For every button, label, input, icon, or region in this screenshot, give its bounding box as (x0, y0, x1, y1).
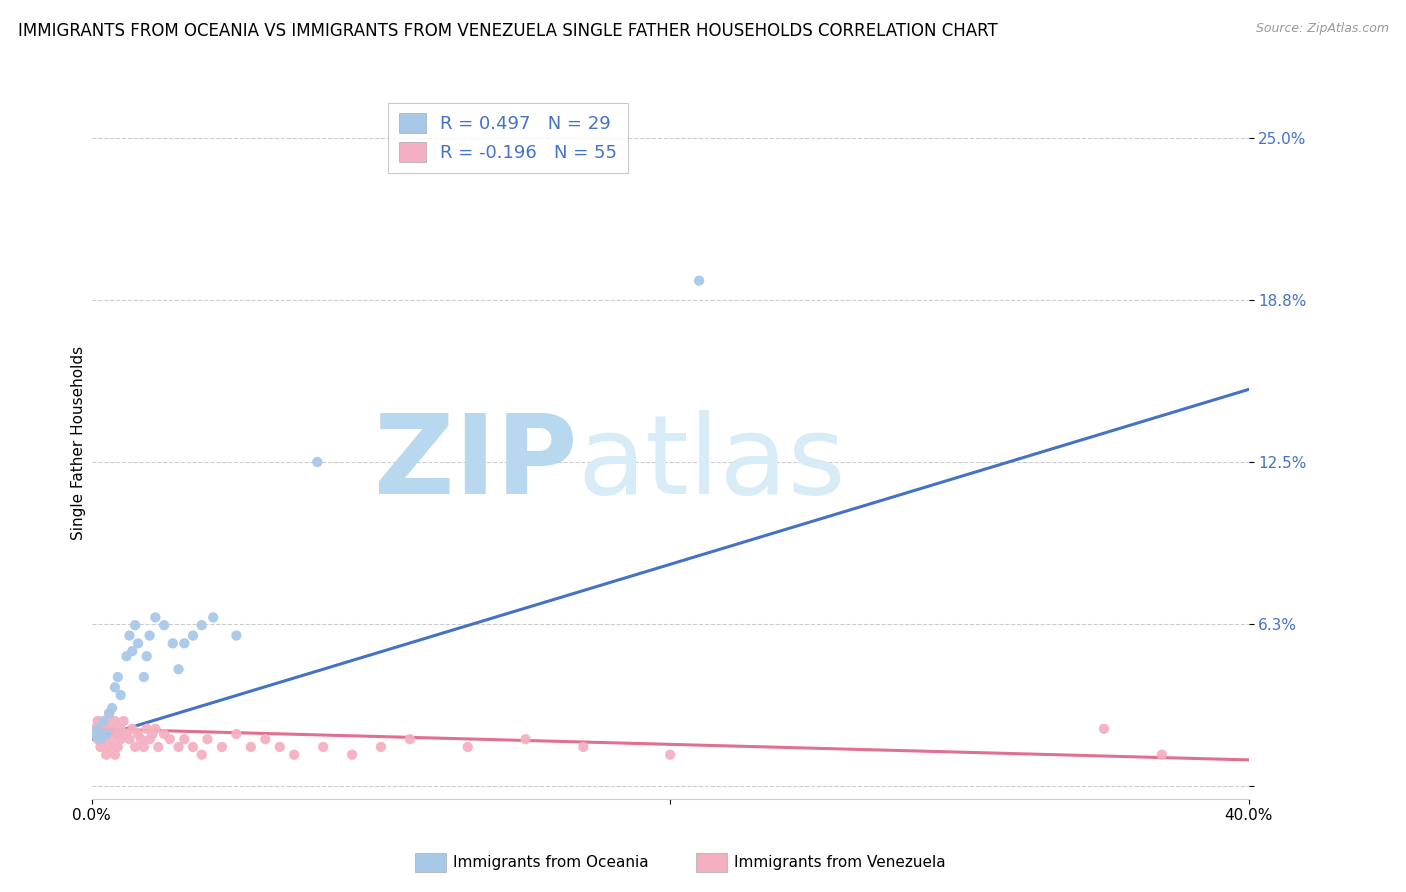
Point (148, 739, 170, 754)
Point (153, 618, 176, 632)
Point (1150, 747, 1173, 762)
Point (110, 688, 132, 702)
Point (132, 739, 155, 754)
Point (1092, 722, 1115, 736)
Point (181, 629, 204, 643)
Point (118, 732, 141, 747)
Point (190, 618, 212, 632)
Point (211, 739, 233, 754)
Point (399, 732, 422, 747)
Point (457, 739, 479, 754)
Point (124, 739, 146, 754)
Point (129, 732, 152, 747)
Point (121, 644, 143, 658)
Point (127, 727, 149, 741)
Point (86, 732, 108, 747)
Point (173, 636, 195, 650)
Point (167, 662, 190, 676)
Point (104, 747, 127, 762)
Point (190, 747, 212, 762)
Point (89, 732, 111, 747)
Point (515, 732, 537, 747)
Point (572, 739, 595, 754)
Point (307, 455, 329, 469)
Point (96, 727, 118, 741)
Point (86, 714, 108, 728)
Point (141, 727, 163, 741)
Point (181, 739, 204, 754)
Point (83, 722, 105, 736)
Point (312, 739, 335, 754)
Point (254, 732, 277, 747)
Point (145, 610, 167, 624)
Point (202, 610, 225, 624)
Point (159, 732, 181, 747)
Point (197, 732, 219, 747)
Point (145, 722, 167, 736)
Point (283, 747, 305, 762)
Text: ZIP: ZIP (374, 410, 578, 517)
Point (225, 629, 247, 643)
Point (107, 739, 129, 754)
Point (83, 727, 105, 741)
Point (153, 727, 176, 741)
Legend: R = 0.497   N = 29, R = -0.196   N = 55: R = 0.497 N = 29, R = -0.196 N = 55 (388, 103, 628, 173)
Point (93, 714, 115, 728)
Point (659, 747, 682, 762)
Point (89, 727, 111, 741)
Point (124, 618, 146, 632)
Point (104, 714, 127, 728)
Point (121, 722, 143, 736)
Point (110, 732, 132, 747)
Point (138, 732, 160, 747)
Point (135, 722, 157, 736)
Point (115, 649, 138, 664)
Point (132, 670, 155, 684)
Point (688, 274, 710, 288)
Point (167, 739, 190, 754)
Point (370, 739, 392, 754)
Text: Source: ZipAtlas.com: Source: ZipAtlas.com (1256, 22, 1389, 36)
Point (104, 681, 127, 695)
Point (107, 670, 129, 684)
Point (138, 629, 160, 643)
Point (340, 747, 363, 762)
Point (98, 739, 121, 754)
Point (98, 706, 121, 721)
Point (101, 732, 124, 747)
Point (89, 739, 111, 754)
Point (86, 722, 108, 736)
Text: atlas: atlas (578, 410, 846, 517)
Point (96, 714, 118, 728)
Point (173, 732, 195, 747)
Point (110, 722, 132, 736)
Point (101, 701, 124, 715)
Text: Immigrants from Oceania: Immigrants from Oceania (453, 855, 648, 870)
Point (269, 739, 291, 754)
Point (93, 722, 115, 736)
Point (96, 747, 118, 762)
Point (112, 714, 135, 728)
Point (98, 706, 121, 721)
Point (93, 732, 115, 747)
Text: Immigrants from Venezuela: Immigrants from Venezuela (734, 855, 946, 870)
Point (135, 649, 157, 664)
Point (239, 739, 262, 754)
Point (127, 636, 149, 650)
Point (101, 722, 124, 736)
Point (162, 636, 184, 650)
Point (118, 629, 141, 643)
Point (107, 727, 129, 741)
Point (115, 727, 138, 741)
Text: IMMIGRANTS FROM OCEANIA VS IMMIGRANTS FROM VENEZUELA SINGLE FATHER HOUSEHOLDS CO: IMMIGRANTS FROM OCEANIA VS IMMIGRANTS FR… (18, 22, 998, 40)
Point (225, 727, 247, 741)
Y-axis label: Single Father Households: Single Father Households (72, 345, 86, 540)
